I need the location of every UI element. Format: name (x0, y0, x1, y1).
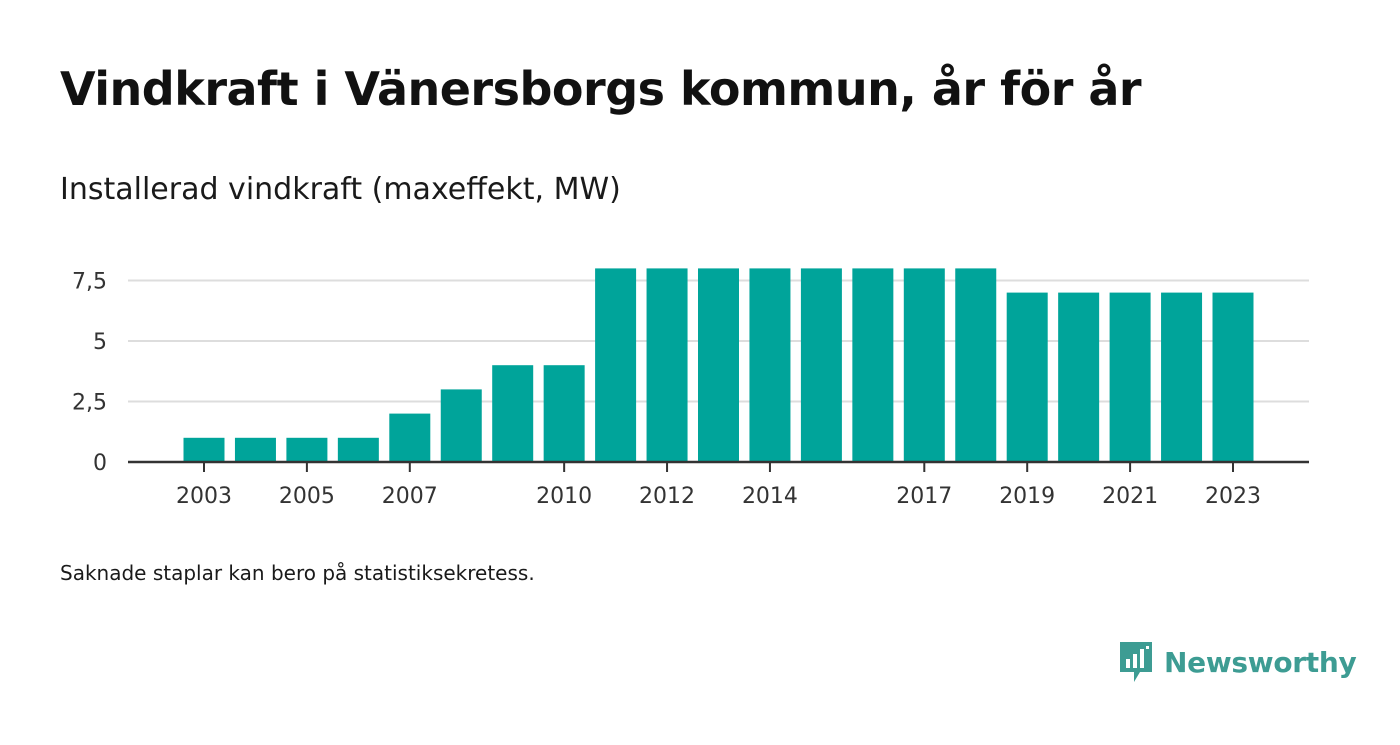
brand-logo: Newsworthy (1118, 640, 1357, 684)
chart-subtitle: Installerad vindkraft (maxeffekt, MW) (60, 172, 621, 207)
bar-2003 (183, 437, 225, 462)
bar-2010 (543, 365, 585, 462)
y-axis-labels: 0 2,5 5 7,5 (72, 270, 107, 477)
bar-2009 (492, 365, 534, 462)
bars (183, 268, 1254, 462)
bar-2017 (903, 268, 945, 462)
bar-2016 (852, 268, 894, 462)
bar-2004 (234, 437, 276, 462)
x-tick-label: 2003 (176, 484, 232, 509)
bar-chart: 0 2,5 5 7,5 2003 2005 2007 2010 2012 2014 2017 201… (72, 268, 1309, 509)
bar-2014 (749, 268, 791, 462)
bar-2008 (440, 389, 482, 462)
footnote: Saknade staplar kan bero på statistiksek… (60, 561, 535, 585)
bar-2018 (955, 268, 997, 462)
x-tick-label: 2012 (639, 484, 695, 509)
bar-2021 (1109, 292, 1151, 462)
x-axis-labels: 2003 2005 2007 2010 2012 2014 2017 2019 2021 2023 (176, 462, 1261, 509)
bar-2019 (1006, 292, 1048, 462)
bar-2006 (337, 437, 379, 462)
x-tick-label: 2021 (1102, 484, 1158, 509)
x-tick-label: 2007 (382, 484, 438, 509)
x-tick-label: 2019 (999, 484, 1055, 509)
x-tick-label: 2017 (896, 484, 952, 509)
bar-2012 (646, 268, 688, 462)
x-tick-label: 2014 (742, 484, 798, 509)
y-tick-label: 0 (93, 451, 107, 476)
chart-title: Vindkraft i Vänersborgs kommun, år för å… (60, 62, 1142, 116)
bar-2023 (1212, 292, 1254, 462)
bar-2020 (1058, 292, 1100, 462)
brand-name: Newsworthy (1164, 645, 1357, 679)
x-tick-label: 2010 (536, 484, 592, 509)
bar-2022 (1161, 292, 1203, 462)
bar-2015 (800, 268, 842, 462)
bar-2011 (595, 268, 637, 462)
bar-2005 (286, 437, 328, 462)
bar-2007 (389, 413, 431, 462)
y-tick-label: 5 (93, 330, 107, 355)
bar-2013 (698, 268, 739, 462)
y-tick-label: 2,5 (72, 391, 107, 416)
x-tick-label: 2023 (1205, 484, 1261, 509)
newsworthy-logo-icon (1120, 642, 1152, 682)
y-tick-label: 7,5 (72, 270, 107, 295)
x-tick-label: 2005 (279, 484, 335, 509)
